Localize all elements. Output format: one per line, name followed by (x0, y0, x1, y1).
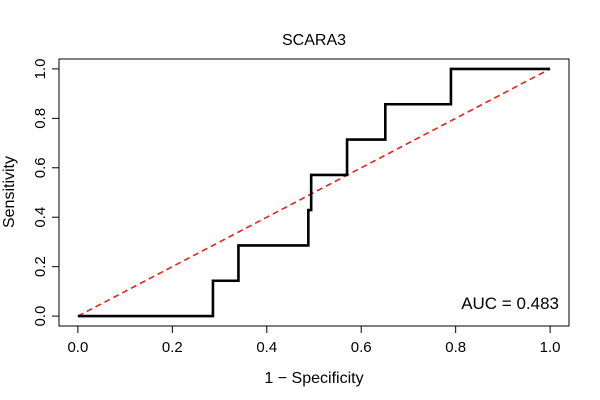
x-axis: 0.0 0.2 0.4 0.6 0.8 1.0 (67, 325, 561, 356)
y-tick-label: 0.6 (32, 157, 49, 178)
x-axis-label: 1 − Specificity (264, 370, 363, 387)
y-axis: 0.0 0.2 0.4 0.6 0.8 1.0 (32, 58, 60, 327)
chance-diagonal-line (77, 68, 551, 317)
y-tick-label: 0.2 (32, 256, 49, 277)
y-tick-label: 1.0 (32, 58, 49, 79)
y-tick-label: 0.0 (32, 306, 49, 327)
roc-layer (77, 67, 551, 318)
x-tick-label: 0.6 (351, 339, 372, 356)
auc-annotation: AUC = 0.483 (461, 294, 559, 313)
x-tick-label: 0.8 (445, 339, 466, 356)
roc-curve-line (77, 67, 551, 318)
x-tick-label: 1.0 (540, 339, 561, 356)
y-axis-label: Sensitivity (1, 156, 18, 228)
x-tick-label: 0.4 (256, 339, 277, 356)
y-tick-label: 0.4 (32, 207, 49, 228)
chart-title: SCARA3 (282, 32, 346, 49)
diagonal-layer (77, 68, 551, 317)
y-tick-label: 0.8 (32, 108, 49, 129)
x-tick-label: 0.0 (67, 339, 88, 356)
x-tick-label: 0.2 (162, 339, 183, 356)
